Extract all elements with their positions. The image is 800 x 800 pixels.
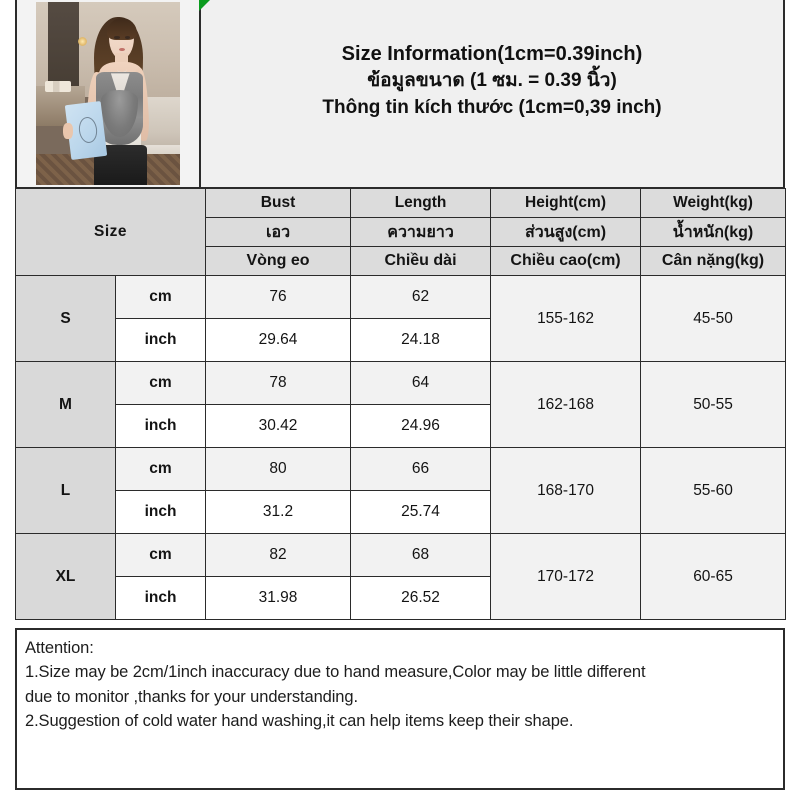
header-bust-en: Bust	[205, 188, 352, 218]
table-header-row-th: เอว ความยาว ส่วนสูง(cm) น้ำหนัก(kg)	[16, 217, 787, 247]
header-bust-th: เอว	[205, 217, 352, 247]
table-row: inch 31.98 26.52	[16, 576, 786, 620]
table-row: XL cm 82 68 170-172 60-65	[15, 533, 787, 620]
header-length-th: ความยาว	[350, 217, 492, 247]
length-cm-s: 62	[350, 275, 492, 319]
table-row: inch 31.2 25.74	[16, 490, 786, 534]
length-cm-xl: 68	[350, 533, 492, 577]
size-table: Size Bust Length Height(cm) Weight(kg) เ…	[14, 188, 787, 620]
attention-note-1-line-2: due to monitor ,thanks for your understa…	[25, 687, 358, 706]
height-s: 155-162	[490, 275, 642, 362]
bust-inch-s: 29.64	[205, 318, 352, 362]
table-row: M cm 78 64 162-168 50-55	[15, 361, 787, 448]
height-m: 162-168	[490, 361, 642, 448]
header-section: Size Information(1cm=0.39inch) ข้อมูลขนา…	[15, 0, 785, 189]
length-inch-s: 24.18	[350, 318, 492, 362]
title-vietnamese: Thông tin kích thước (1cm=0,39 inch)	[322, 97, 662, 119]
bust-cm-m: 78	[205, 361, 352, 405]
table-header-row-en: Size Bust Length Height(cm) Weight(kg)	[14, 188, 787, 276]
length-cm-l: 66	[350, 447, 492, 491]
size-label-xl: XL	[15, 533, 116, 620]
header-bust-vi: Vòng eo	[205, 246, 352, 276]
weight-l: 55-60	[640, 447, 787, 534]
header-weight-th: น้ำหนัก(kg)	[640, 217, 787, 247]
header-height-th: ส่วนสูง(cm)	[490, 217, 642, 247]
title-thai: ข้อมูลขนาด (1 ซม. = 0.39 นิ้ว)	[367, 70, 617, 92]
bust-inch-m: 30.42	[205, 404, 352, 448]
table-row: inch 30.42 24.96	[16, 404, 786, 448]
unit-inch-xl: inch	[114, 576, 207, 620]
bust-inch-l: 31.2	[205, 490, 352, 534]
size-label-m: M	[15, 361, 116, 448]
size-label-s: S	[15, 275, 116, 362]
green-corner-marker-icon	[199, 0, 210, 11]
header-length-vi: Chiều dài	[350, 246, 492, 276]
length-inch-m: 24.96	[350, 404, 492, 448]
table-row: S cm 76 62 155-162 45-50	[15, 275, 787, 362]
bust-cm-xl: 82	[205, 533, 352, 577]
unit-cm-l: cm	[114, 447, 207, 491]
title-block: Size Information(1cm=0.39inch) ข้อมูลขนา…	[201, 0, 783, 187]
height-l: 168-170	[490, 447, 642, 534]
unit-inch-m: inch	[114, 404, 207, 448]
bust-inch-xl: 31.98	[205, 576, 352, 620]
bust-cm-l: 80	[205, 447, 352, 491]
header-weight-vi: Cân nặng(kg)	[640, 246, 787, 276]
size-label-l: L	[15, 447, 116, 534]
unit-cm-s: cm	[114, 275, 207, 319]
weight-m: 50-55	[640, 361, 787, 448]
unit-inch-s: inch	[114, 318, 207, 362]
header-length-en: Length	[350, 188, 492, 218]
bust-cm-s: 76	[205, 275, 352, 319]
length-inch-l: 25.74	[350, 490, 492, 534]
weight-s: 45-50	[640, 275, 787, 362]
attention-section: Attention: 1.Size may be 2cm/1inch inacc…	[15, 628, 785, 790]
unit-cm-m: cm	[114, 361, 207, 405]
table-row: L cm 80 66 168-170 55-60	[15, 447, 787, 534]
product-photo-cell	[17, 0, 201, 187]
unit-inch-l: inch	[114, 490, 207, 534]
table-header-row-vi: Vòng eo Chiều dài Chiều cao(cm) Cân nặng…	[16, 246, 787, 276]
length-cm-m: 64	[350, 361, 492, 405]
height-xl: 170-172	[490, 533, 642, 620]
size-header-cell: Size	[14, 188, 207, 276]
weight-xl: 60-65	[640, 533, 787, 620]
attention-heading: Attention:	[25, 639, 94, 657]
product-photo	[36, 2, 180, 185]
attention-note-2: 2.Suggestion of cold water hand washing,…	[25, 712, 574, 731]
title-english: Size Information(1cm=0.39inch)	[341, 43, 643, 65]
length-inch-xl: 26.52	[350, 576, 492, 620]
table-row: inch 29.64 24.18	[16, 318, 786, 362]
header-weight-en: Weight(kg)	[640, 188, 787, 218]
header-height-en: Height(cm)	[490, 188, 642, 218]
unit-cm-xl: cm	[114, 533, 207, 577]
attention-note-1-line-1: 1.Size may be 2cm/1inch inaccuracy due t…	[25, 663, 646, 682]
header-height-vi: Chiều cao(cm)	[490, 246, 642, 276]
